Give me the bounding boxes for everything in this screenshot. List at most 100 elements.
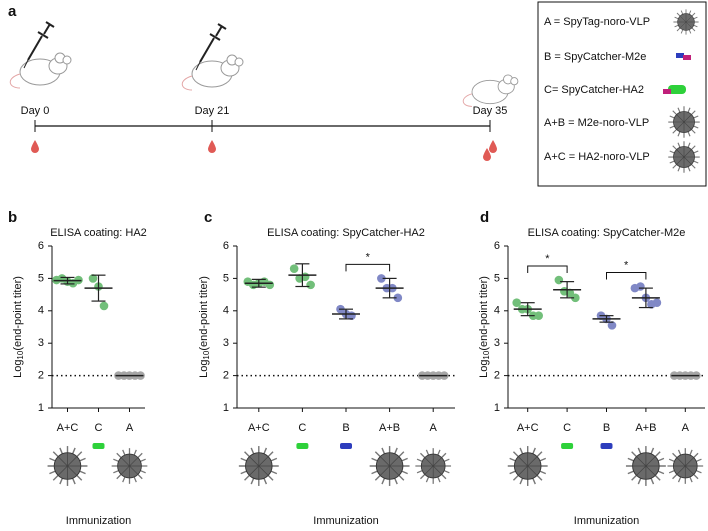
y-tick-label: 4	[223, 305, 229, 317]
significance-label: *	[366, 251, 371, 263]
data-point	[393, 293, 403, 303]
data-point	[377, 274, 386, 283]
vlp-icon	[625, 445, 667, 487]
x-tick-label: A	[126, 422, 134, 434]
y-tick-label: 2	[38, 370, 44, 382]
y-tick-label: 5	[494, 272, 500, 284]
day-label: Day 21	[195, 105, 230, 117]
y-axis-label-part: Log	[478, 360, 490, 378]
day-label: Day 35	[473, 105, 508, 117]
data-point	[636, 282, 645, 291]
x-tick-label: A	[682, 422, 690, 434]
x-tick-label: B	[603, 422, 610, 434]
vlp-icon	[666, 447, 704, 485]
y-tick-label: 2	[223, 370, 229, 382]
x-tick-label: A	[430, 422, 438, 434]
x-tick-label: A+B	[635, 422, 656, 434]
vlp-icon	[238, 445, 280, 487]
significance-label: *	[624, 259, 629, 271]
x-tick-label: B	[342, 422, 349, 434]
blood-drop	[489, 140, 497, 153]
significance-bracket	[606, 272, 647, 280]
blood-drop	[208, 140, 216, 153]
vlp-icon	[414, 447, 452, 485]
legend-icon	[672, 8, 700, 36]
data-point	[652, 298, 662, 308]
data-point	[306, 280, 315, 290]
significance-label: *	[545, 253, 550, 265]
data-point	[265, 280, 275, 290]
chart-title: ELISA coating: HA2	[50, 227, 147, 239]
y-tick-label: 6	[494, 240, 500, 252]
blood-drop	[31, 140, 39, 153]
mouse-icon	[9, 52, 72, 89]
protein-icon	[296, 443, 309, 449]
data-point	[554, 275, 564, 285]
y-tick-label: 1	[223, 402, 229, 414]
vlp-icon	[111, 447, 148, 485]
panel-label: c	[204, 209, 212, 226]
legend-entry: A = SpyTag-noro-VLP	[544, 16, 650, 28]
legend-icon	[667, 140, 701, 174]
y-tick-label: 5	[38, 272, 44, 284]
panel-label: b	[8, 209, 17, 226]
y-tick-label: 2	[494, 370, 500, 382]
y-axis-label-part: Log	[198, 360, 210, 378]
data-point	[289, 264, 299, 273]
data-point	[534, 311, 543, 320]
y-axis-label-part: Log	[12, 360, 24, 378]
x-tick-label: A+B	[379, 422, 400, 434]
x-axis-label: Immunization	[574, 515, 639, 527]
y-axis-label: Log10(end-point titer)	[12, 276, 25, 378]
chart-title: ELISA coating: SpyCatcher-HA2	[267, 227, 425, 239]
legend-entry: A+B = M2e-noro-VLP	[544, 117, 649, 129]
mouse-icon	[181, 54, 244, 91]
protein-icon	[561, 443, 574, 449]
y-tick-label: 4	[494, 305, 500, 317]
legend-entry: B = SpyCatcher-M2e	[544, 51, 646, 63]
protein-icon	[92, 443, 105, 449]
significance-bracket	[345, 263, 391, 272]
significance-bracket	[527, 265, 568, 274]
vlp-icon	[368, 445, 411, 487]
data-point	[571, 293, 580, 303]
panel-label: d	[480, 209, 489, 226]
legend-icon	[676, 53, 684, 58]
legend-icon	[667, 105, 701, 139]
y-tick-label: 5	[223, 272, 229, 284]
y-tick-label: 6	[38, 240, 44, 252]
y-tick-label: 1	[494, 402, 500, 414]
y-tick-label: 3	[223, 337, 229, 349]
legend-icon	[683, 55, 691, 60]
vlp-icon	[46, 445, 89, 487]
legend-entry: C= SpyCatcher-HA2	[544, 84, 644, 96]
vlp-icon	[507, 445, 549, 487]
y-tick-label: 3	[494, 337, 500, 349]
y-axis-label: Log10(end-point titer)	[198, 276, 211, 378]
x-tick-label: C	[563, 422, 571, 434]
y-axis-label-part: 10	[482, 350, 491, 359]
y-axis-label: Log10(end-point titer)	[478, 276, 491, 378]
y-axis-label-part: (end-point titer)	[478, 276, 490, 351]
y-axis-label-part: (end-point titer)	[198, 276, 210, 351]
legend-entry: A+C = HA2-noro-VLP	[544, 151, 650, 163]
data-point	[512, 298, 521, 308]
data-point	[99, 301, 109, 311]
x-tick-label: C	[298, 422, 306, 434]
legend-icon	[663, 89, 671, 94]
chart-title: ELISA coating: SpyCatcher-M2e	[528, 227, 686, 239]
day-label: Day 0	[21, 105, 50, 117]
y-axis-label-part: (end-point titer)	[12, 276, 24, 351]
mouse-icon	[462, 74, 519, 107]
x-axis-label: Immunization	[66, 515, 131, 527]
x-tick-label: C	[95, 422, 103, 434]
y-tick-label: 3	[38, 337, 44, 349]
data-point	[607, 321, 617, 330]
y-tick-label: 4	[38, 305, 44, 317]
x-tick-label: A+C	[57, 422, 79, 434]
legend-icon	[668, 85, 686, 94]
y-tick-label: 1	[38, 402, 44, 414]
x-axis-label: Immunization	[313, 515, 378, 527]
data-point	[88, 274, 98, 283]
